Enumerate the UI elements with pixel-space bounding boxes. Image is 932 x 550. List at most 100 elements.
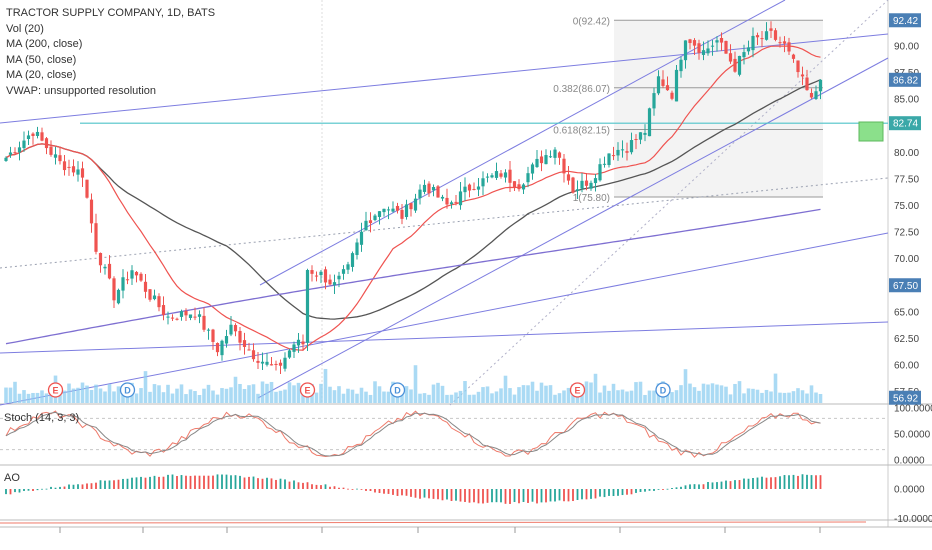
candle-body: [85, 179, 89, 198]
ao-bar: [711, 482, 714, 489]
ao-pane-label[interactable]: AO: [4, 472, 20, 484]
ao-bar: [365, 489, 367, 491]
candle-body: [616, 149, 620, 156]
volume-bar: [679, 385, 683, 403]
volume-bar: [278, 390, 283, 403]
volume-bar: [283, 389, 287, 403]
candle-body: [445, 197, 449, 205]
legend-ma-200[interactable]: MA (200, close): [6, 38, 83, 50]
ao-bar: [77, 484, 79, 489]
ao-bar: [297, 482, 300, 489]
candle-body: [476, 186, 481, 190]
candle-body: [62, 161, 67, 171]
volume-bar: [782, 392, 787, 403]
volume-bar: [224, 388, 229, 403]
candle-body: [449, 202, 454, 205]
ao-bar: [680, 486, 682, 489]
ao-bar: [279, 478, 282, 489]
candle-body: [751, 35, 755, 51]
ao-bar: [446, 489, 448, 500]
volume-bar: [116, 386, 121, 403]
ao-bar: [135, 477, 138, 489]
candle-body: [170, 317, 175, 319]
ao-bar: [608, 489, 610, 496]
volume-bar: [418, 393, 422, 403]
symbol-title: TRACTOR SUPPLY COMPANY, 1D, BATS: [6, 7, 216, 19]
candle-body: [53, 154, 58, 158]
candle-body: [494, 171, 499, 178]
ao-bar: [45, 488, 48, 490]
ao-bar: [770, 477, 772, 489]
ao-bar: [662, 489, 664, 490]
legend-ma-20[interactable]: MA (20, close): [6, 69, 77, 81]
ao-bar: [648, 489, 651, 491]
ao-bar: [216, 474, 219, 489]
ao-bar: [212, 475, 214, 489]
volume-bar: [242, 388, 247, 403]
ao-bar: [68, 484, 70, 489]
candle-body: [490, 175, 494, 178]
candle-body: [310, 270, 314, 274]
candle-body: [89, 199, 94, 224]
ao-bar: [59, 486, 61, 489]
volume-bar: [247, 385, 251, 403]
volume-bar: [602, 385, 607, 403]
candle-body: [350, 253, 355, 267]
candle-body: [386, 209, 391, 211]
legend-volume[interactable]: Vol (20): [6, 22, 44, 35]
ao-bar: [185, 475, 187, 489]
volume-bar: [202, 388, 206, 403]
volume-bar: [341, 393, 346, 403]
volume-bar: [530, 381, 535, 403]
ao-bar: [428, 489, 430, 499]
ao-bar: [387, 489, 390, 494]
ao-bar: [122, 478, 124, 489]
volume-bar: [197, 394, 202, 403]
volume-bar: [760, 392, 764, 403]
ao-bar: [734, 480, 736, 489]
ao-bar: [693, 484, 696, 489]
candle-body: [76, 169, 80, 175]
ao-bar: [374, 489, 376, 493]
ao-bar: [765, 477, 768, 489]
volume-bar: [625, 391, 629, 403]
channel-line: [0, 33, 889, 124]
ao-bar: [356, 488, 358, 490]
legend-vwap[interactable]: VWAP: unsupported resolution: [6, 84, 157, 97]
candle-body: [107, 263, 112, 279]
ao-bar: [594, 489, 597, 499]
candle-body: [769, 28, 773, 31]
candle-body: [701, 50, 706, 55]
stoch-pane-label[interactable]: Stoch (14, 3, 3): [4, 412, 80, 424]
volume-bar: [269, 381, 274, 403]
candle-body: [782, 41, 787, 44]
candle-body: [683, 40, 688, 61]
volume-bar: [512, 394, 517, 403]
ao-bar: [720, 481, 723, 489]
volume-bar: [814, 392, 818, 403]
event-label: E: [574, 386, 580, 396]
candle-body: [778, 42, 782, 44]
price-axis-tick: 62.50: [894, 334, 919, 345]
volume-bar: [193, 391, 197, 403]
candle-body: [125, 279, 130, 281]
ao-axis-tick: -10.0000: [894, 514, 932, 525]
ao-bar: [752, 478, 754, 489]
ao-bar: [257, 478, 259, 489]
candle-body: [724, 40, 728, 54]
volume-bar: [215, 394, 220, 403]
candle-body: [454, 201, 458, 203]
volume-bar: [710, 383, 715, 403]
candle-body: [571, 177, 575, 193]
candle-body: [355, 242, 359, 255]
candle-body: [503, 172, 508, 178]
volume-bar: [359, 387, 364, 403]
ao-bar: [477, 489, 480, 504]
candle-body: [332, 282, 337, 286]
legend-ma-50[interactable]: MA (50, close): [6, 53, 77, 66]
candle-body: [553, 149, 557, 158]
ao-bar: [23, 489, 25, 491]
volume-bar: [629, 390, 634, 403]
